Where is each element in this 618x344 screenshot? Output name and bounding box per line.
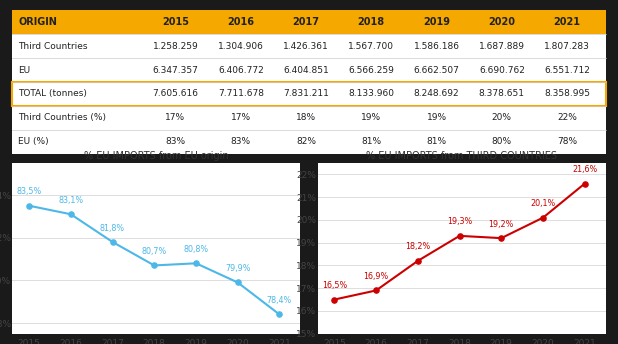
Text: 80%: 80% bbox=[492, 137, 512, 146]
Point bbox=[274, 312, 284, 317]
Text: 79,9%: 79,9% bbox=[225, 264, 250, 273]
Text: 2015: 2015 bbox=[162, 17, 189, 27]
Text: 18%: 18% bbox=[296, 113, 316, 122]
Point bbox=[108, 239, 117, 245]
Text: Third Countries: Third Countries bbox=[19, 42, 88, 51]
Text: 8.248.692: 8.248.692 bbox=[413, 89, 459, 98]
Text: 7.711.678: 7.711.678 bbox=[218, 89, 264, 98]
Text: 1.304.906: 1.304.906 bbox=[218, 42, 264, 51]
Text: Third Countries (%): Third Countries (%) bbox=[19, 113, 106, 122]
Text: 19,3%: 19,3% bbox=[447, 217, 472, 226]
Text: 80,7%: 80,7% bbox=[142, 247, 167, 256]
Bar bbox=[12, 58, 606, 82]
Text: 83%: 83% bbox=[166, 137, 185, 146]
Text: 83,5%: 83,5% bbox=[17, 187, 41, 196]
Text: 80,8%: 80,8% bbox=[184, 245, 208, 254]
Text: 1.687.889: 1.687.889 bbox=[479, 42, 525, 51]
Point bbox=[329, 297, 339, 302]
Text: 83,1%: 83,1% bbox=[58, 196, 83, 205]
Text: 1.567.700: 1.567.700 bbox=[349, 42, 394, 51]
Text: 2019: 2019 bbox=[423, 17, 450, 27]
Text: 2017: 2017 bbox=[292, 17, 320, 27]
Point bbox=[538, 215, 548, 221]
Point bbox=[150, 263, 159, 268]
Text: EU: EU bbox=[19, 66, 30, 75]
Text: 22%: 22% bbox=[557, 113, 577, 122]
Text: 2021: 2021 bbox=[554, 17, 580, 27]
Text: 20%: 20% bbox=[492, 113, 512, 122]
Point bbox=[191, 260, 201, 266]
Text: ORIGIN: ORIGIN bbox=[19, 17, 57, 27]
Text: 2018: 2018 bbox=[358, 17, 385, 27]
Bar bbox=[12, 82, 606, 106]
Text: 18,2%: 18,2% bbox=[405, 243, 431, 251]
Point bbox=[233, 280, 243, 285]
Text: 6.404.851: 6.404.851 bbox=[283, 66, 329, 75]
Text: 81%: 81% bbox=[362, 137, 381, 146]
Text: 81%: 81% bbox=[426, 137, 447, 146]
Point bbox=[455, 233, 465, 239]
Text: 8.378.651: 8.378.651 bbox=[479, 89, 525, 98]
Text: 16,5%: 16,5% bbox=[322, 281, 347, 290]
Text: 6.551.712: 6.551.712 bbox=[544, 66, 590, 75]
Text: 16,9%: 16,9% bbox=[363, 272, 389, 281]
Text: 21,6%: 21,6% bbox=[572, 165, 598, 174]
Text: 78,4%: 78,4% bbox=[267, 296, 292, 305]
Text: 6.566.259: 6.566.259 bbox=[349, 66, 394, 75]
Text: 7.605.616: 7.605.616 bbox=[153, 89, 198, 98]
Text: 7.831.211: 7.831.211 bbox=[283, 89, 329, 98]
Text: 8.358.995: 8.358.995 bbox=[544, 89, 590, 98]
Title: % EU IMPORTS from THIRD COUNTRIES: % EU IMPORTS from THIRD COUNTRIES bbox=[366, 151, 557, 161]
Text: 1.586.186: 1.586.186 bbox=[413, 42, 460, 51]
Text: 19,2%: 19,2% bbox=[489, 220, 514, 229]
Text: 78%: 78% bbox=[557, 137, 577, 146]
Text: EU (%): EU (%) bbox=[19, 137, 49, 146]
Text: 19%: 19% bbox=[426, 113, 447, 122]
Text: 17%: 17% bbox=[166, 113, 185, 122]
Text: 19%: 19% bbox=[362, 113, 381, 122]
Text: 2020: 2020 bbox=[488, 17, 515, 27]
Text: 6.662.507: 6.662.507 bbox=[413, 66, 460, 75]
Point bbox=[496, 235, 506, 241]
Text: 1.258.259: 1.258.259 bbox=[153, 42, 198, 51]
Text: 1.426.361: 1.426.361 bbox=[283, 42, 329, 51]
Bar bbox=[12, 10, 606, 34]
Point bbox=[66, 212, 76, 217]
Text: 6.347.357: 6.347.357 bbox=[153, 66, 198, 75]
Text: 17%: 17% bbox=[231, 113, 251, 122]
Text: 81,8%: 81,8% bbox=[100, 224, 125, 233]
Text: 8.133.960: 8.133.960 bbox=[349, 89, 394, 98]
Point bbox=[413, 258, 423, 264]
Text: 6.690.762: 6.690.762 bbox=[479, 66, 525, 75]
Bar bbox=[12, 130, 606, 154]
Text: 20,1%: 20,1% bbox=[530, 199, 556, 208]
Text: 2016: 2016 bbox=[227, 17, 254, 27]
Text: 82%: 82% bbox=[296, 137, 316, 146]
Text: 83%: 83% bbox=[231, 137, 251, 146]
Text: 6.406.772: 6.406.772 bbox=[218, 66, 264, 75]
Point bbox=[580, 181, 590, 186]
Point bbox=[371, 288, 381, 293]
Text: 1.807.283: 1.807.283 bbox=[544, 42, 590, 51]
Bar bbox=[12, 34, 606, 58]
Point bbox=[24, 203, 34, 208]
Text: TOTAL (tonnes): TOTAL (tonnes) bbox=[19, 89, 87, 98]
Title: % EU IMPORTS from EU origin: % EU IMPORTS from EU origin bbox=[84, 151, 229, 161]
Bar bbox=[12, 106, 606, 130]
